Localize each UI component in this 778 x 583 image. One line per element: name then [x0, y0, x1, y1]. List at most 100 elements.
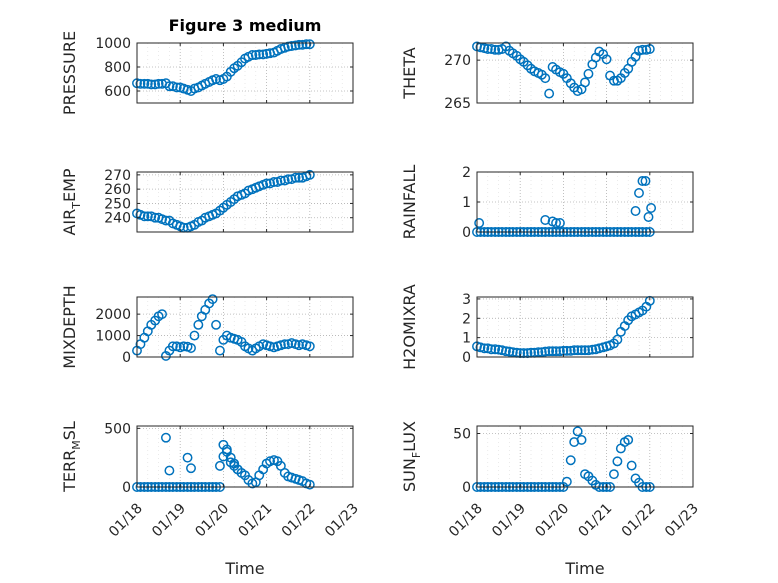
data-point	[150, 212, 161, 223]
x-tick-label: 01/22	[279, 501, 319, 541]
subplot-rainfall: 0 1 2 RAINFALL	[400, 165, 694, 241]
axes-box	[136, 296, 354, 358]
x-tick-label: 01/23	[662, 501, 702, 541]
data-point	[490, 44, 501, 55]
y-axis-label-suffix: LUX	[400, 421, 419, 452]
y-axis-label: AIRTEMP	[60, 168, 83, 235]
data-point	[536, 347, 547, 358]
axes-box	[136, 425, 354, 488]
data-point	[544, 346, 555, 357]
data-point	[290, 40, 301, 51]
x-tick-label: 01/22	[619, 501, 659, 541]
data-point	[232, 464, 243, 475]
data-point	[182, 452, 193, 463]
axes-box	[136, 42, 354, 104]
data-point	[304, 39, 315, 50]
y-tick-label: 1	[462, 195, 471, 211]
data-point	[186, 463, 196, 474]
subplot-theta: 265 270 THETA	[400, 41, 694, 112]
data-point	[580, 345, 590, 356]
data-point	[250, 50, 261, 60]
data-point	[551, 346, 562, 357]
data-point	[304, 341, 315, 352]
data-point	[626, 460, 637, 471]
y-axis-label: THETA	[400, 47, 419, 99]
data-point	[254, 49, 265, 60]
data-point	[601, 54, 612, 65]
y-tick-label: 0	[122, 350, 131, 366]
figure-title: Figure 3 medium	[169, 16, 322, 35]
data-point	[304, 479, 315, 490]
data-point	[547, 346, 558, 357]
y-tick-label: 50	[453, 426, 471, 442]
y-tick-label: 600	[104, 84, 131, 100]
data-point	[540, 73, 551, 84]
data-point	[189, 330, 200, 341]
data-point	[301, 39, 312, 50]
data-point	[540, 215, 551, 225]
data-point	[561, 476, 572, 487]
y-axis-label: PRESSURE	[60, 31, 79, 115]
axes-box	[136, 171, 354, 233]
y-tick-label: 2	[462, 311, 471, 327]
y-axis-label: SUNFLUX	[400, 421, 423, 492]
data-point	[474, 218, 485, 228]
data-point	[164, 81, 175, 92]
data-point	[178, 341, 189, 352]
subplot-mixdepth: 0 1000 2000 MIXDEPTH	[60, 285, 354, 369]
data-point	[646, 203, 657, 213]
data-point	[640, 176, 651, 186]
data-point	[486, 344, 497, 355]
data-point	[572, 426, 583, 437]
data-point	[576, 345, 587, 356]
data-point	[275, 340, 286, 351]
y-axis-label-suffix: SL	[60, 421, 79, 440]
x-tick-label: 01/19	[149, 501, 189, 541]
data-point	[576, 434, 587, 445]
y-tick-label: 1000	[95, 36, 131, 52]
data-point	[533, 347, 544, 358]
data-point	[587, 344, 598, 355]
subplot-sun_flux: 0 50 01/18 01/19 01/20 01/21 01/22 01/23 Time SUN…	[400, 421, 702, 578]
x-tick-label: 01/20	[192, 501, 232, 541]
data-point	[630, 206, 641, 216]
y-axis-label-subscript: F	[410, 452, 423, 458]
data-point	[637, 44, 648, 55]
y-tick-label: 0	[462, 225, 471, 241]
data-point	[294, 39, 304, 50]
x-axis-label: Time	[564, 559, 604, 578]
data-point	[304, 169, 315, 180]
x-tick-label: 01/23	[322, 501, 362, 541]
data-point	[290, 172, 301, 183]
data-point	[275, 175, 286, 186]
y-tick-label: 2000	[95, 307, 131, 323]
y-tick-label: 265	[444, 96, 471, 112]
axes-box	[476, 425, 694, 488]
y-axis-label-subscript: M	[70, 440, 83, 450]
data-point	[261, 48, 272, 59]
y-axis-label: H2OMIXRA	[400, 284, 419, 370]
y-tick-label: 0	[122, 480, 131, 496]
data-point	[486, 44, 497, 54]
data-point	[507, 347, 518, 358]
data-point	[139, 78, 150, 89]
x-tick-label: 01/21	[236, 501, 276, 541]
data-point	[561, 345, 572, 356]
y-tick-label: 270	[104, 168, 131, 184]
subplot-pressure: 600 800 1000 PRESSURE	[60, 31, 354, 115]
data-point	[146, 79, 157, 90]
data-point	[294, 172, 304, 183]
y-axis-label: TERRMSL	[60, 421, 83, 493]
subplot-terr_msl: 0 500 01/18 01/19 01/20 01/21 01/22 01/23 Time TE…	[60, 421, 362, 578]
data-point	[572, 345, 583, 356]
data-point	[193, 319, 204, 330]
axes-box	[476, 42, 694, 104]
data-point	[504, 346, 515, 357]
axes-box	[476, 296, 694, 358]
data-point	[265, 341, 276, 352]
data-point	[490, 344, 501, 355]
